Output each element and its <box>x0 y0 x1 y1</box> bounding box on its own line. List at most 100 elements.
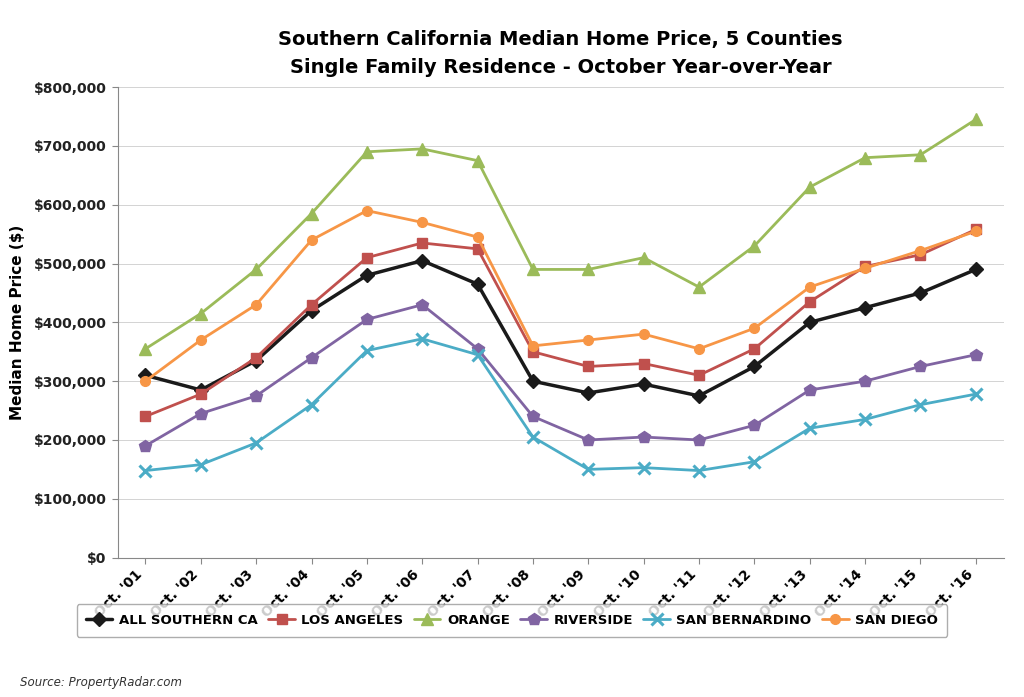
SAN BERNARDINO <box>139 466 152 475</box>
LOS ANGELES <box>749 344 761 353</box>
SAN BERNARDINO <box>970 390 982 398</box>
ALL SOUTHERN CA <box>970 266 982 274</box>
LOS ANGELES <box>859 262 871 270</box>
LOS ANGELES <box>526 348 539 356</box>
LOS ANGELES <box>914 250 927 259</box>
ORANGE <box>250 266 262 274</box>
SAN BERNARDINO <box>305 401 317 409</box>
LOS ANGELES <box>360 254 373 262</box>
RIVERSIDE <box>195 409 207 418</box>
SAN BERNARDINO <box>195 461 207 469</box>
RIVERSIDE <box>804 386 816 395</box>
ORANGE <box>139 344 152 353</box>
SAN DIEGO <box>914 247 927 255</box>
SAN BERNARDINO <box>914 401 927 409</box>
LOS ANGELES <box>416 239 428 247</box>
SAN DIEGO <box>526 342 539 350</box>
Line: LOS ANGELES: LOS ANGELES <box>140 224 981 421</box>
ORANGE <box>526 266 539 274</box>
LOS ANGELES <box>970 225 982 233</box>
SAN DIEGO <box>859 264 871 273</box>
SAN DIEGO <box>583 336 595 344</box>
RIVERSIDE <box>250 392 262 400</box>
Y-axis label: Median Home Price ($): Median Home Price ($) <box>10 224 26 420</box>
ALL SOUTHERN CA <box>583 389 595 397</box>
ALL SOUTHERN CA <box>804 318 816 326</box>
LOS ANGELES <box>471 245 483 253</box>
SAN DIEGO <box>360 206 373 215</box>
RIVERSIDE <box>360 315 373 323</box>
ALL SOUTHERN CA <box>749 362 761 371</box>
SAN BERNARDINO <box>749 457 761 466</box>
ORANGE <box>804 183 816 191</box>
ALL SOUTHERN CA <box>638 380 650 388</box>
ORANGE <box>970 115 982 123</box>
ORANGE <box>195 309 207 318</box>
ORANGE <box>693 283 706 291</box>
RIVERSIDE <box>583 436 595 444</box>
SAN DIEGO <box>471 233 483 241</box>
LOS ANGELES <box>693 371 706 379</box>
ORANGE <box>914 151 927 159</box>
ALL SOUTHERN CA <box>139 371 152 379</box>
LOS ANGELES <box>583 362 595 371</box>
ORANGE <box>305 209 317 217</box>
RIVERSIDE <box>526 412 539 420</box>
ALL SOUTHERN CA <box>693 392 706 400</box>
SAN DIEGO <box>305 236 317 244</box>
ALL SOUTHERN CA <box>250 356 262 365</box>
SAN DIEGO <box>749 324 761 332</box>
ORANGE <box>859 153 871 162</box>
ORANGE <box>749 242 761 250</box>
SAN BERNARDINO <box>360 346 373 355</box>
SAN BERNARDINO <box>583 465 595 473</box>
SAN BERNARDINO <box>526 433 539 441</box>
SAN DIEGO <box>970 227 982 236</box>
LOS ANGELES <box>195 390 207 398</box>
Legend: ALL SOUTHERN CA, LOS ANGELES, ORANGE, RIVERSIDE, SAN BERNARDINO, SAN DIEGO: ALL SOUTHERN CA, LOS ANGELES, ORANGE, RI… <box>77 604 947 636</box>
RIVERSIDE <box>471 344 483 353</box>
Line: SAN BERNARDINO: SAN BERNARDINO <box>140 333 981 476</box>
Line: SAN DIEGO: SAN DIEGO <box>140 206 981 386</box>
SAN DIEGO <box>416 218 428 227</box>
ALL SOUTHERN CA <box>305 307 317 315</box>
ORANGE <box>583 266 595 274</box>
SAN BERNARDINO <box>471 351 483 359</box>
SAN BERNARDINO <box>416 335 428 343</box>
Line: ALL SOUTHERN CA: ALL SOUTHERN CA <box>140 256 981 401</box>
SAN BERNARDINO <box>693 466 706 475</box>
RIVERSIDE <box>693 436 706 444</box>
SAN BERNARDINO <box>638 464 650 472</box>
ALL SOUTHERN CA <box>526 377 539 385</box>
ALL SOUTHERN CA <box>360 271 373 279</box>
ALL SOUTHERN CA <box>195 386 207 395</box>
RIVERSIDE <box>638 433 650 441</box>
ORANGE <box>416 145 428 153</box>
Title: Southern California Median Home Price, 5 Counties
Single Family Residence - Octo: Southern California Median Home Price, 5… <box>279 30 843 77</box>
SAN BERNARDINO <box>250 438 262 447</box>
ALL SOUTHERN CA <box>914 289 927 297</box>
SAN BERNARDINO <box>804 424 816 432</box>
ORANGE <box>471 156 483 164</box>
SAN DIEGO <box>638 330 650 338</box>
ORANGE <box>638 254 650 262</box>
SAN DIEGO <box>139 377 152 385</box>
SAN BERNARDINO <box>859 415 871 424</box>
LOS ANGELES <box>139 412 152 420</box>
LOS ANGELES <box>638 360 650 368</box>
Line: RIVERSIDE: RIVERSIDE <box>139 298 982 452</box>
SAN DIEGO <box>693 344 706 353</box>
Text: Source: PropertyRadar.com: Source: PropertyRadar.com <box>20 675 182 689</box>
ORANGE <box>360 148 373 156</box>
RIVERSIDE <box>970 351 982 359</box>
RIVERSIDE <box>749 421 761 429</box>
SAN DIEGO <box>250 300 262 309</box>
RIVERSIDE <box>139 442 152 450</box>
LOS ANGELES <box>305 300 317 309</box>
RIVERSIDE <box>914 362 927 371</box>
RIVERSIDE <box>416 300 428 309</box>
LOS ANGELES <box>250 353 262 362</box>
SAN DIEGO <box>804 283 816 291</box>
ALL SOUTHERN CA <box>859 303 871 312</box>
SAN DIEGO <box>195 336 207 344</box>
